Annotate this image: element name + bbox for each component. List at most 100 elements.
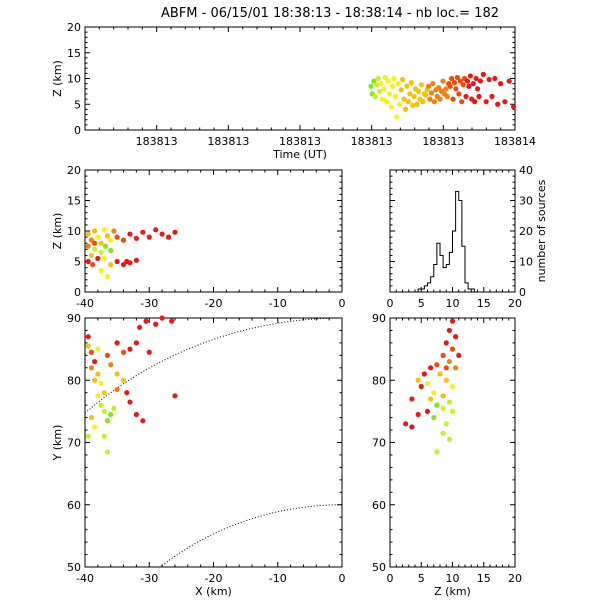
plan-xtick-label: 0 (339, 572, 346, 585)
x-alt-point (95, 255, 101, 262)
plan-ytick-label: 90 (67, 312, 81, 325)
x-alt-point (98, 268, 104, 274)
time-alt-xlabel: Time (UT) (272, 148, 327, 161)
x-alt-point (146, 234, 152, 240)
time-alt-point (464, 78, 471, 84)
time-alt-point (410, 102, 416, 108)
plan-point (95, 371, 101, 377)
x-alt-point (85, 258, 91, 265)
plan-point (133, 411, 139, 418)
time-alt-point (495, 101, 501, 107)
time-alt-point (444, 93, 450, 100)
time-alt-point (371, 78, 377, 84)
time-alt-point (387, 91, 393, 97)
time-alt-ytick-label: 5 (74, 98, 81, 111)
alt-y-point (424, 380, 431, 386)
x-alt-point (127, 260, 133, 266)
time-alt-point (454, 74, 460, 81)
time-alt-point (372, 93, 378, 100)
plan-point (95, 346, 101, 352)
plan-point (98, 402, 104, 408)
time-alt-point (385, 78, 391, 84)
plan-ylabel: Y (km) (51, 425, 64, 462)
plan-point (92, 424, 98, 430)
time-alt-point (394, 114, 400, 120)
plan-ytick-label: 60 (67, 499, 81, 512)
plan-point (101, 433, 107, 439)
x-alt-point (172, 229, 178, 235)
x-alt-point (108, 247, 114, 254)
time-alt-point (428, 90, 435, 96)
alt-y-point (443, 365, 449, 371)
x-alt-point (114, 234, 120, 240)
time-alt-point (449, 75, 455, 82)
plan-point (111, 405, 117, 411)
time-alt-point (459, 99, 465, 105)
time-alt-point (476, 93, 482, 100)
x-alt-point (98, 240, 104, 246)
plan-ytick-label: 70 (67, 437, 81, 450)
plan-point (127, 399, 133, 405)
plan-point (104, 449, 111, 455)
time-alt-point (389, 83, 396, 89)
plan-point (172, 393, 178, 399)
time-alt-point (456, 91, 462, 97)
alt-y-frame (389, 317, 516, 568)
x-alt-point (85, 243, 91, 249)
x-alt-point (111, 228, 117, 234)
time-alt-point (397, 101, 403, 107)
alt-y-point (446, 327, 452, 334)
alt-y-point (446, 358, 452, 365)
time-alt-point (430, 81, 436, 87)
plan-point (108, 362, 114, 368)
time-alt-point (376, 88, 383, 94)
plan-frame (84, 317, 343, 568)
alt-y-point (418, 383, 424, 390)
time-alt-point (375, 75, 381, 82)
x-alt-xtick-label: -10 (269, 297, 287, 310)
alt-y-point (456, 352, 462, 358)
time-alt-point (381, 86, 387, 92)
time-alt-point (401, 96, 407, 102)
time-alt-point (378, 81, 384, 87)
plan-point (88, 415, 95, 421)
alt-y-point (431, 390, 437, 396)
x-alt-point (133, 257, 139, 263)
plan-xtick-label: -10 (269, 572, 287, 585)
time-alt-point (463, 93, 469, 100)
alt-y-point (403, 421, 409, 427)
x-alt-point (159, 231, 165, 237)
plan-ytick-label: 80 (67, 374, 81, 387)
histogram-xtick-label: 10 (446, 297, 460, 310)
x-alt-point (98, 249, 104, 255)
x-alt-ylabel: Z (km) (51, 213, 64, 250)
x-alt-xtick-label: 0 (339, 297, 346, 310)
plan-point (143, 318, 149, 324)
plan-xtick-label: -40 (76, 572, 94, 585)
alt-y-ytick-label: 90 (372, 312, 386, 325)
plan-point (153, 321, 159, 327)
plan-point (85, 343, 91, 349)
alt-y-point (437, 371, 443, 377)
time-alt-point (415, 88, 422, 94)
x-alt-point (153, 227, 159, 233)
x-alt-point (165, 234, 172, 240)
time-alt-xtick-label: 183813 (422, 135, 464, 148)
x-alt-ytick-label: 10 (67, 225, 81, 238)
time-alt-xtick-label: 183813 (207, 135, 249, 148)
x-alt-point (108, 261, 114, 268)
alt-y-point (440, 393, 446, 399)
time-alt-point (492, 75, 498, 82)
alt-y-point (415, 377, 421, 383)
alt-y-point (440, 352, 446, 358)
time-alt-point (457, 78, 463, 84)
x-alt-point (104, 233, 111, 239)
plan-point (146, 349, 152, 355)
histogram-ytick-label: 10 (519, 256, 533, 269)
time-alt-ytick-label: 10 (67, 73, 81, 86)
time-alt-xtick-label: 183813 (136, 135, 178, 148)
time-alt-point (510, 104, 517, 110)
time-alt-point (437, 96, 443, 102)
alt-y-xtick-label: 10 (446, 572, 460, 585)
